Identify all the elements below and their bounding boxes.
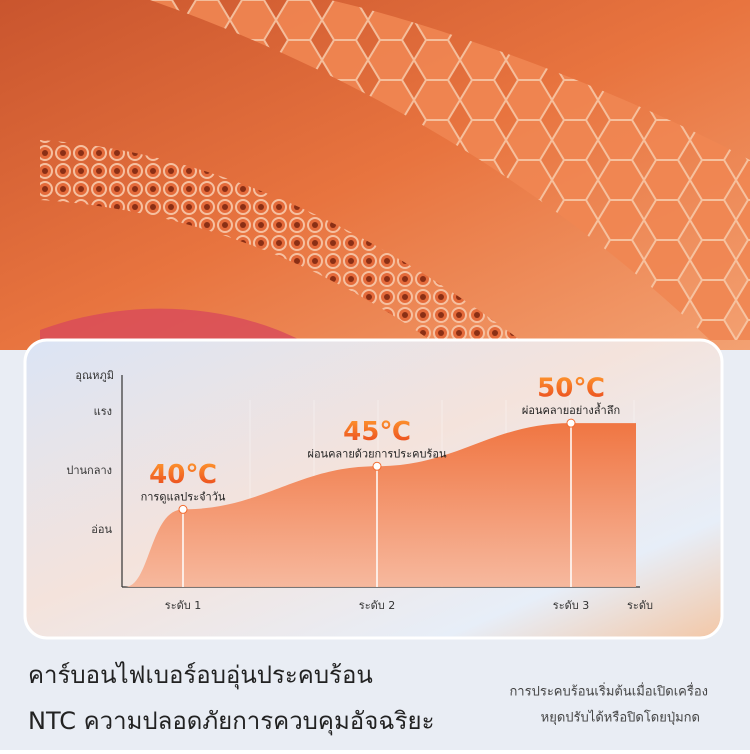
hex-mesh (150, 0, 750, 340)
dot-layer (40, 140, 520, 340)
y-tick-label: ปานกลาง (66, 464, 112, 477)
value-label: 40℃ (149, 460, 217, 490)
annotation: การดูแลประจำวัน (141, 490, 226, 503)
y-tick-label: อ่อน (91, 523, 112, 536)
point (372, 461, 382, 471)
point (178, 504, 188, 514)
headline: NTC ความปลอดภัยการควบคุมอัจฉริยะ (28, 707, 434, 736)
area (125, 423, 636, 587)
y-tick-label: แรง (94, 405, 112, 418)
x-tick-label: ระดับ 1 (165, 599, 201, 612)
point (566, 418, 576, 428)
annotation: ผ่อนคลายด้วยการประคบร้อน (308, 447, 447, 460)
x-axis-label: ระดับ (627, 599, 653, 612)
annotation: ผ่อนคลายอย่างล้ำลึก (522, 402, 620, 417)
value-label: 50℃ (537, 374, 605, 404)
headline: คาร์บอนไฟเบอร์อบอุ่นประคบร้อน (28, 661, 373, 690)
fabric (40, 308, 300, 340)
value-label: 45℃ (343, 417, 411, 447)
note: หยุดปรับได้หรือปิดโดยปุ่มกด (541, 710, 700, 726)
x-tick-label: ระดับ 2 (359, 599, 395, 612)
x-tick-label: ระดับ 3 (553, 599, 589, 612)
y-axis-label: อุณหภูมิ (75, 369, 114, 382)
note: การประคบร้อนเริ่มต้นเมื่อเปิดเครื่อง (509, 683, 708, 700)
